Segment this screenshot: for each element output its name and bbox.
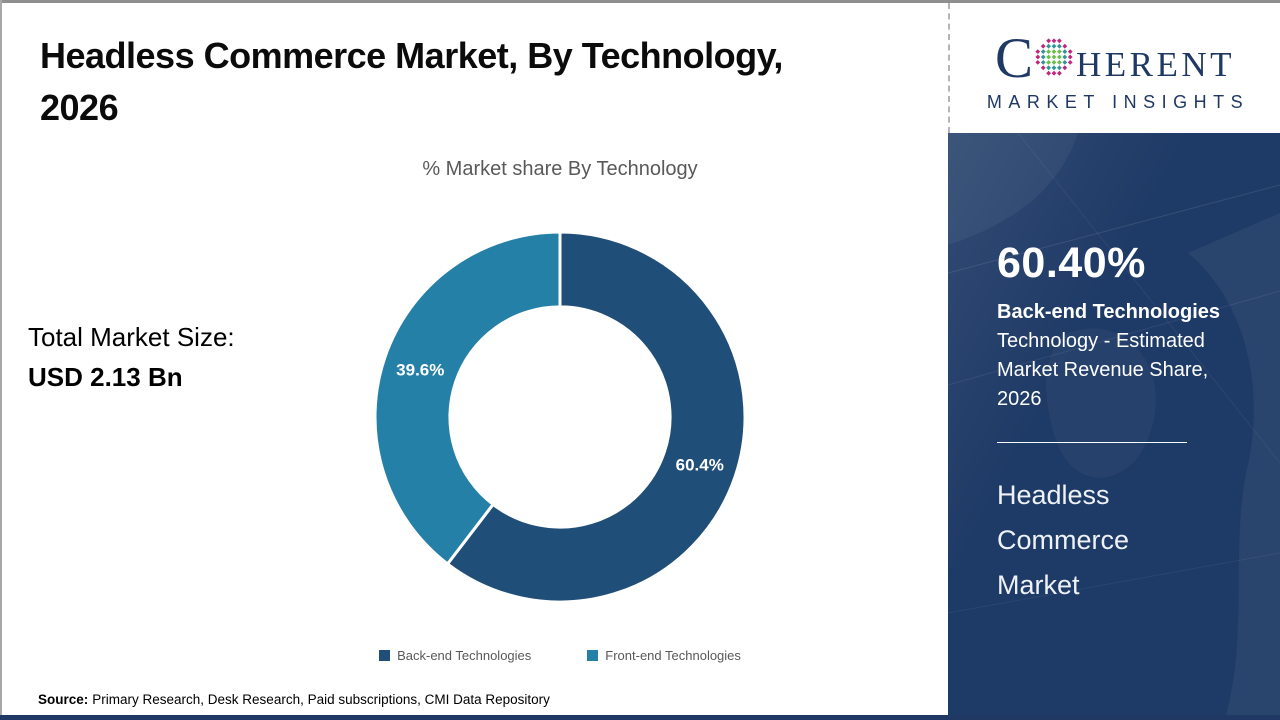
- legend-label: Back-end Technologies: [397, 648, 532, 663]
- source-text: Primary Research, Desk Research, Paid su…: [92, 692, 550, 707]
- sidebar-shade: [948, 133, 1280, 715]
- chart-title: % Market share By Technology: [422, 158, 698, 180]
- logo-dot: [1046, 43, 1051, 49]
- total-market-label: Total Market Size:: [28, 322, 235, 352]
- logo-dot: [1046, 54, 1051, 59]
- slice-data-label: 39.6%: [396, 361, 444, 380]
- logo-dot: [1046, 59, 1051, 65]
- logo-dot: [1056, 48, 1062, 54]
- donut-slice-0: [445, 230, 747, 604]
- logo-dot: [1062, 43, 1068, 49]
- logo-dot: [1051, 37, 1057, 43]
- logo-dot: [1067, 59, 1073, 65]
- brand-logo: C HERENT: [995, 30, 1235, 87]
- world-map-texture: [948, 133, 1280, 715]
- logo-dot: [1062, 48, 1068, 54]
- logo-dot: [1056, 37, 1062, 43]
- divider-line: [997, 442, 1187, 443]
- logo-dot: [1056, 70, 1062, 76]
- logo-dot: [1051, 54, 1057, 59]
- page-title: Headless Commerce Market, By Technology,…: [40, 30, 900, 134]
- logo-dot: [1035, 54, 1041, 59]
- stat-label: Back-end Technologies: [997, 301, 1221, 323]
- legend-item-0: Back-end Technologies: [379, 648, 531, 663]
- logo-dot: [1040, 54, 1046, 59]
- logo-dot: [1067, 48, 1073, 54]
- logo-globe-icon: [1035, 37, 1073, 76]
- logo-panel: C HERENT MARKET INSIGHTS: [948, 3, 1280, 133]
- logo-dot: [1051, 64, 1057, 70]
- stat-description: Technology - Estimated Market Revenue Sha…: [997, 327, 1252, 414]
- logo-letter-c: C: [994, 26, 1033, 90]
- sidebar-panel: 60.40% Back-end Technologies Technology …: [948, 133, 1280, 715]
- bottom-border-bar: [0, 715, 1280, 720]
- logo-subtitle: MARKET INSIGHTS: [986, 91, 1250, 112]
- logo-dot: [1040, 64, 1046, 70]
- legend-item-1: Front-end Technologies: [587, 648, 741, 663]
- text-line: 2026: [40, 87, 119, 128]
- legend-label: Front-end Technologies: [605, 648, 741, 663]
- sidebar-content: 60.40% Back-end Technologies Technology …: [997, 133, 1252, 608]
- logo-dot: [1051, 48, 1057, 54]
- source-note: Source: Primary Research, Desk Research, …: [38, 692, 550, 707]
- logo-dot: [1046, 64, 1051, 70]
- logo-dot: [1040, 43, 1046, 49]
- logo-dot: [1056, 43, 1062, 49]
- stat-value: 60.40%: [997, 239, 1146, 287]
- logo-dot: [1062, 64, 1068, 70]
- legend-swatch-icon: [379, 650, 391, 661]
- logo-dot: [1040, 48, 1046, 54]
- left-border: [0, 0, 2, 720]
- logo-dot: [1040, 59, 1046, 65]
- legend-swatch-icon: [587, 650, 599, 661]
- total-market-value: USD 2.13 Bn: [28, 362, 183, 392]
- logo-dot: [1062, 59, 1068, 65]
- logo-dot: [1051, 43, 1057, 49]
- logo-dot: [1051, 70, 1057, 76]
- donut-chart-svg: 60.4% 39.6%: [373, 230, 747, 604]
- text-line: Market Revenue Share,: [997, 359, 1209, 381]
- logo-dot: [1046, 37, 1051, 43]
- sidebar-headline: Headless Commerce Market: [997, 473, 1252, 608]
- slice-data-label: 60.4%: [676, 455, 724, 474]
- total-market-block: Total Market Size: USD 2.13 Bn: [28, 322, 235, 393]
- logo-dot: [1051, 59, 1057, 65]
- source-label: Source:: [38, 692, 89, 707]
- logo-dot: [1035, 59, 1041, 65]
- logo-dot: [1067, 54, 1073, 59]
- text-line: Headless Commerce Market, By Technology,: [40, 35, 783, 76]
- logo-dot: [1056, 64, 1062, 70]
- logo-word-rest: HERENT: [1075, 44, 1236, 84]
- logo-dot: [1056, 59, 1062, 65]
- text-line: Headless: [997, 480, 1110, 510]
- chart-legend: Back-end Technologies Front-end Technolog…: [80, 648, 1040, 663]
- logo-dot: [1062, 54, 1068, 59]
- text-line: Market: [997, 570, 1080, 600]
- donut-slice-1: [373, 230, 562, 566]
- text-line: 2026: [997, 388, 1042, 410]
- logo-dot: [1046, 48, 1051, 54]
- top-border: [0, 0, 1280, 3]
- text-line: Technology - Estimated: [997, 330, 1205, 352]
- logo-dot: [1046, 70, 1051, 76]
- text-line: Commerce: [997, 525, 1130, 555]
- donut-chart: 60.4% 39.6%: [360, 217, 760, 617]
- logo-dot: [1035, 48, 1041, 54]
- logo-dot: [1056, 54, 1062, 59]
